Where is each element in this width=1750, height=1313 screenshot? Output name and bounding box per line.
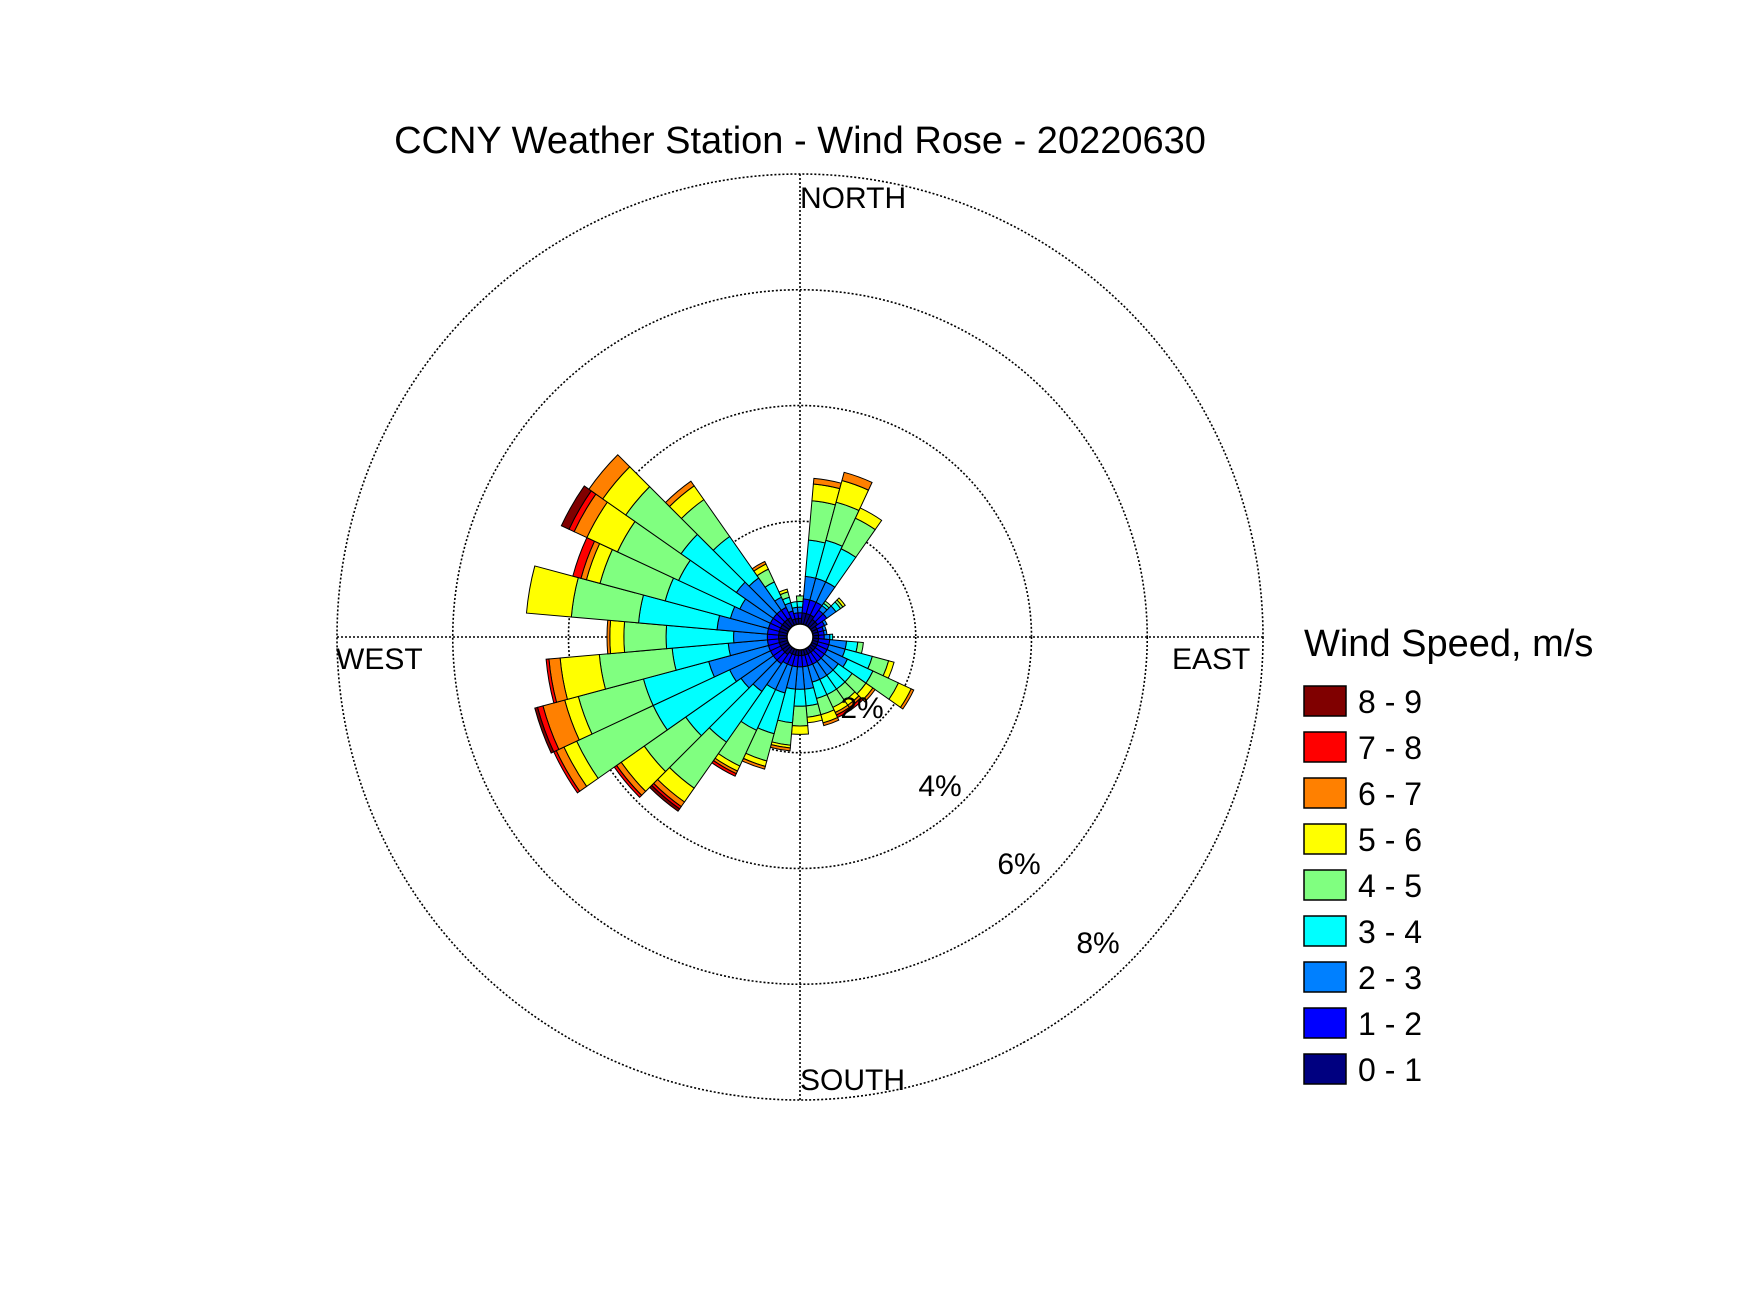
- sector-180-bin-5: [790, 725, 810, 735]
- ring-label-8: 8%: [1076, 927, 1119, 960]
- sector-0-bin-4: [795, 595, 805, 603]
- legend-title: Wind Speed, m/s: [1304, 623, 1593, 665]
- sector-180-bin-3: [793, 688, 807, 707]
- sector-350-bin-3: [790, 601, 798, 609]
- legend-swatch-4: [1303, 869, 1347, 901]
- sector-160-bin-6: [822, 716, 840, 727]
- sector-270-bin-4: [623, 621, 668, 653]
- grid-ring-2: [683, 520, 917, 754]
- sector-30-bin-5: [854, 507, 883, 531]
- legend-label-5: 3 - 4: [1358, 914, 1422, 950]
- sector-100-bin-4: [855, 641, 864, 655]
- sector-60-bin-2: [821, 619, 828, 627]
- ring-label-2: 2%: [840, 692, 883, 725]
- sector-130-bin-6: [862, 687, 876, 703]
- sector-300-bin-8: [560, 485, 592, 530]
- sector-280-bin-5: [525, 565, 579, 618]
- sector-120-bin-6: [899, 688, 915, 710]
- legend-swatch-3: [1303, 823, 1347, 855]
- sector-320-bin-6: [664, 480, 695, 508]
- sector-330-bin-6: [751, 560, 767, 572]
- legend-swatch-8: [1303, 1053, 1347, 1085]
- legend-label-1: 7 - 8: [1358, 730, 1422, 766]
- sector-0-bin-3: [796, 601, 804, 608]
- legend-swatch-2: [1303, 777, 1347, 809]
- legend-label-2: 6 - 7: [1358, 776, 1422, 812]
- sector-310-bin-6: [588, 454, 631, 500]
- sector-250-bin-8: [534, 706, 555, 754]
- legend: Wind Speed, m/s 8 - 9 7 - 8 6 - 7 5 - 6 4 - …: [1303, 623, 1593, 1088]
- sector-20-bin-6: [841, 471, 873, 491]
- sector-90-bin-3: [829, 633, 834, 641]
- ring-label-6: 6%: [997, 848, 1040, 881]
- sector-270-bin-6: [606, 619, 612, 655]
- sector-270-bin-5: [609, 619, 626, 655]
- direction-label-north: NORTH: [800, 182, 906, 215]
- polar-grid: [336, 173, 1264, 1101]
- sector-180-bin-4: [791, 705, 809, 727]
- sector-340-bin-5: [778, 588, 789, 596]
- legend-label-6: 2 - 3: [1358, 960, 1422, 996]
- legend-swatch-5: [1303, 915, 1347, 947]
- legend-label-4: 4 - 5: [1358, 868, 1422, 904]
- legend-swatch-1: [1303, 731, 1347, 763]
- legend-swatch-7: [1303, 1007, 1347, 1039]
- sector-50-bin-5: [836, 597, 846, 608]
- legend-swatch-6: [1303, 961, 1347, 993]
- direction-label-east: EAST: [1172, 643, 1250, 676]
- legend-label-0: 8 - 9: [1358, 684, 1422, 720]
- chart-title: CCNY Weather Station - Wind Rose - 20220…: [394, 120, 1206, 162]
- direction-label-west: WEST: [336, 643, 423, 676]
- grid-ring-6: [451, 288, 1149, 986]
- legend-label-3: 5 - 6: [1358, 822, 1422, 858]
- direction-label-south: SOUTH: [800, 1064, 905, 1097]
- grid-ring-4: [567, 404, 1033, 870]
- sector-260-bin-7: [545, 658, 558, 704]
- legend-label-8: 0 - 1: [1358, 1052, 1422, 1088]
- center-hole: [786, 623, 814, 651]
- sector-80-bin-2: [822, 629, 828, 636]
- wind-sectors: [525, 454, 915, 812]
- ring-label-4: 4%: [918, 770, 961, 803]
- legend-items: 8 - 9 7 - 8 6 - 7 5 - 6 4 - 5 3 - 4 2 - 3 1 - 2…: [1303, 684, 1422, 1088]
- legend-swatch-0: [1303, 685, 1347, 717]
- legend-label-7: 1 - 2: [1358, 1006, 1422, 1042]
